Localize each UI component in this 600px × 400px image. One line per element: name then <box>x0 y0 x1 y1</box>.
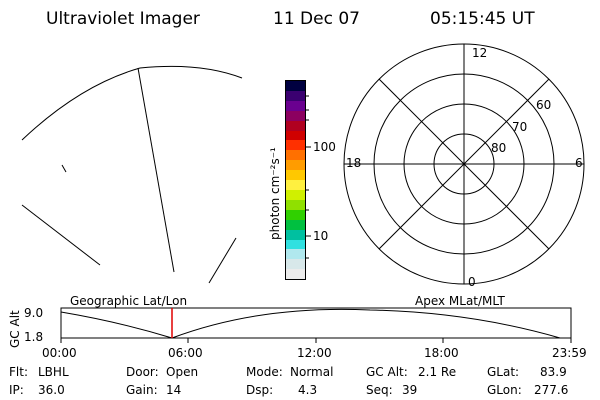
door-value: Open <box>166 365 199 379</box>
colorbar-segment <box>286 170 305 181</box>
instrument-title: Ultraviolet Imager <box>46 9 200 29</box>
colorbar-segment <box>286 229 305 240</box>
flt-value: LBHL <box>38 365 69 379</box>
colorbar-segment <box>286 140 305 151</box>
gain-label: Gain: <box>126 383 158 397</box>
time-tick-2359: 23:59 <box>552 346 587 360</box>
mode-value: Normal <box>290 365 334 379</box>
colorbar-segment <box>286 130 305 141</box>
colorbar-segment <box>286 249 305 260</box>
apex-mlat-mlt-label: Apex MLat/MLT <box>415 294 505 308</box>
polar-diagonal-2 <box>378 78 550 250</box>
coast-segment-lower-right <box>208 237 237 284</box>
colorbar-segment <box>286 150 305 161</box>
time-tick-1800: 18:00 <box>424 346 459 360</box>
time-label: 05:15:45 UT <box>430 9 535 29</box>
colorbar-segment <box>286 199 305 210</box>
colorbar <box>285 80 306 280</box>
meridian-line <box>137 67 175 273</box>
colorbar-segment <box>286 189 305 200</box>
colorbar-segment <box>286 100 305 111</box>
time-tick-1200: 12:00 <box>297 346 332 360</box>
flt-label: Flt: <box>9 365 28 379</box>
glat-value: 83.9 <box>540 365 567 379</box>
colorbar-segment <box>286 239 305 250</box>
colorbar-segment <box>286 120 305 131</box>
colorbar-segment <box>286 90 305 101</box>
colorbar-segment <box>286 160 305 171</box>
date-label: 11 Dec 07 <box>273 9 360 29</box>
gc-alt-value: 2.1 Re <box>418 365 457 379</box>
earth-limb-arc <box>21 65 243 141</box>
colorbar-tick-10: 10 <box>313 229 329 243</box>
mlt-label-0: 0 <box>468 275 476 289</box>
colorbar-segment <box>286 110 305 121</box>
mlt-label-6: 6 <box>575 156 583 170</box>
gain-value: 14 <box>166 383 182 397</box>
colorbar-segment <box>286 269 305 280</box>
colorbar-segment <box>286 81 305 91</box>
colorbar-segment <box>286 259 305 270</box>
gc-alt-tick-low: 1.8 <box>24 330 44 344</box>
time-tick-0000: 00:00 <box>42 346 77 360</box>
dsp-label: Dsp: <box>246 383 274 397</box>
gc-alt-label: GC Alt: <box>366 365 408 379</box>
gc-alt-tick-high: 9.0 <box>24 306 44 320</box>
glon-value: 277.6 <box>534 383 569 397</box>
glat-label: GLat: <box>487 365 520 379</box>
mode-label: Mode: <box>246 365 283 379</box>
colorbar-segment <box>286 219 305 230</box>
seq-label: Seq: <box>366 383 393 397</box>
ip-label: IP: <box>9 383 24 397</box>
coast-segment-small <box>61 164 67 173</box>
coast-segment-lower-left <box>21 204 101 266</box>
mlt-label-12: 12 <box>472 46 488 60</box>
mlat-label-60: 60 <box>536 98 552 112</box>
altitude-curve <box>60 308 561 339</box>
mlat-label-70: 70 <box>512 120 528 134</box>
glon-label: GLon: <box>487 383 522 397</box>
geographic-latlon-label: Geographic Lat/Lon <box>70 294 188 308</box>
colorbar-segment <box>286 180 305 190</box>
ip-value: 36.0 <box>38 383 65 397</box>
mlt-label-18: 18 <box>346 156 362 170</box>
dsp-value: 4.3 <box>298 383 318 397</box>
colorbar-segment <box>286 209 305 220</box>
colorbar-tick-100: 100 <box>313 140 336 154</box>
mlat-label-80: 80 <box>491 141 507 155</box>
time-tick-0600: 06:00 <box>168 346 203 360</box>
door-label: Door: <box>126 365 159 379</box>
seq-value: 39 <box>402 383 418 397</box>
